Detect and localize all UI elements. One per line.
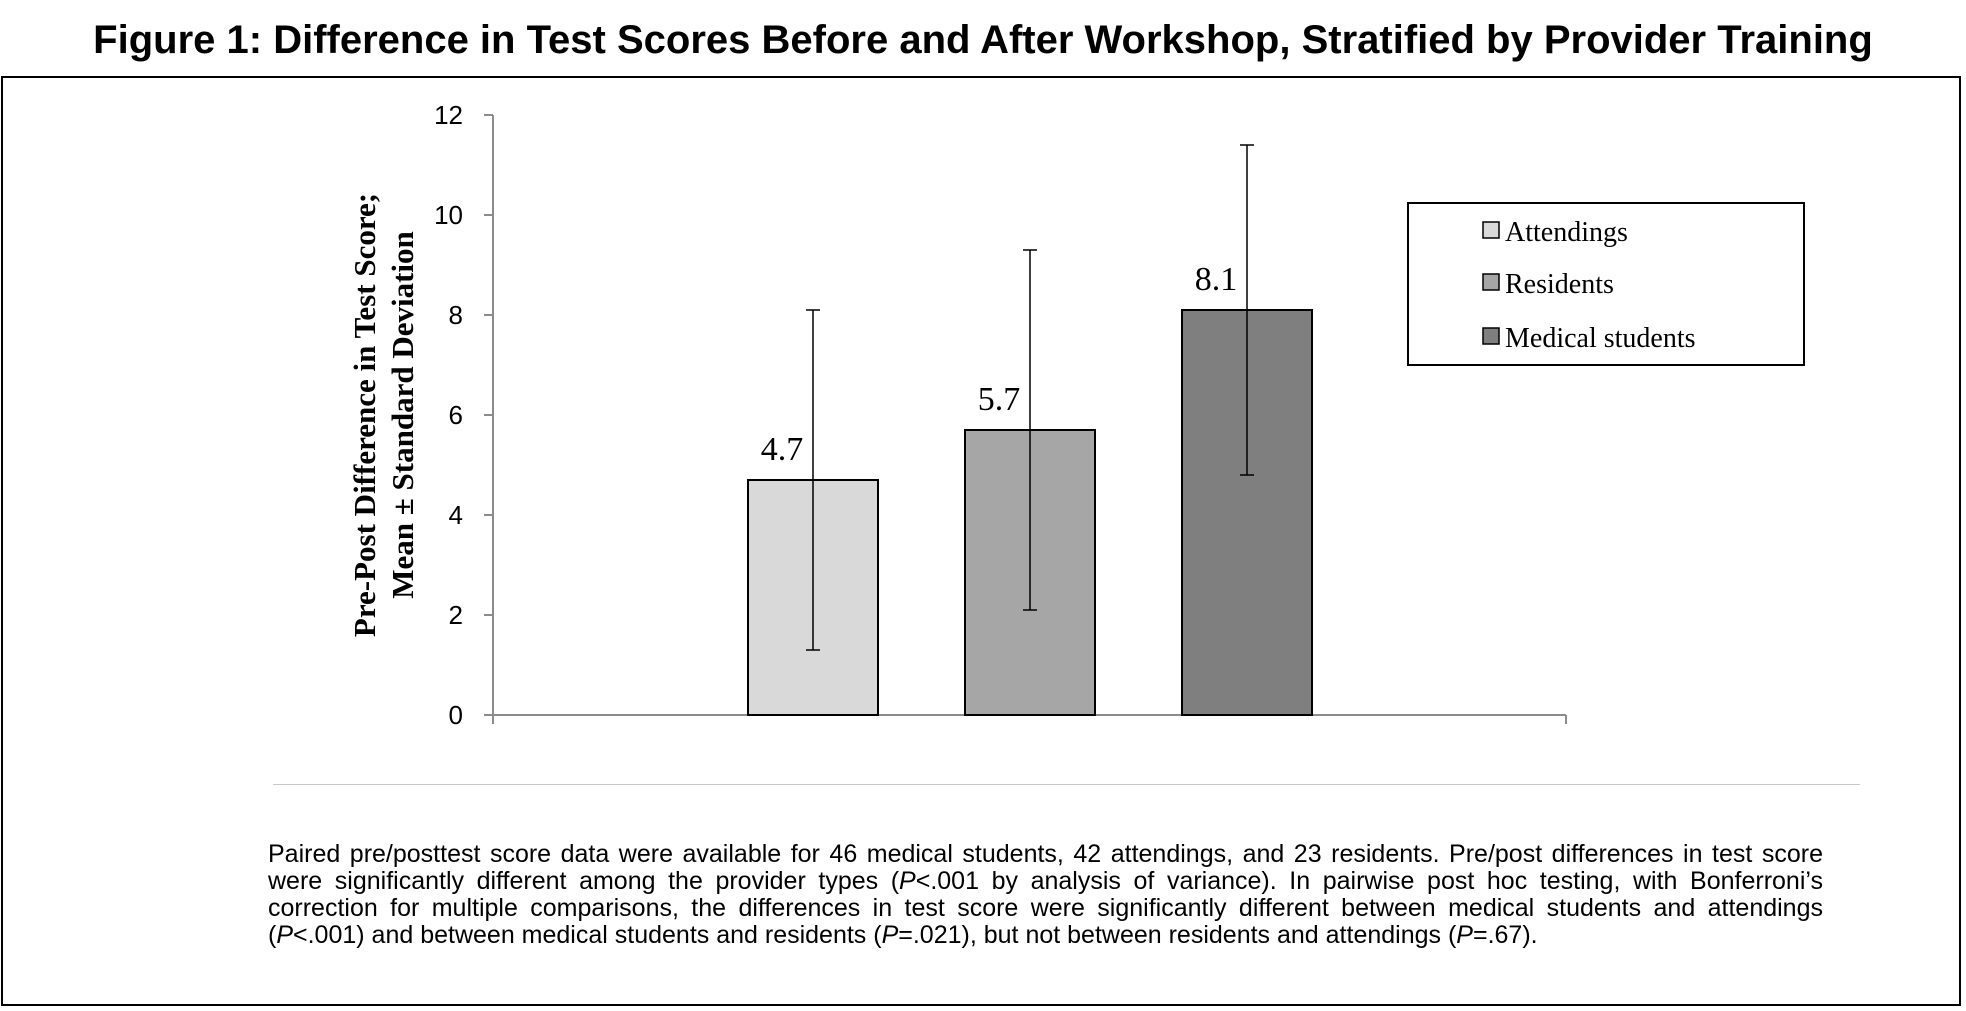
y-axis-label: Pre-Post Difference in Test Score;Mean ±… bbox=[347, 193, 420, 637]
y-tick-label: 2 bbox=[449, 600, 463, 630]
y-tick-label: 12 bbox=[434, 100, 463, 130]
x-axis bbox=[492, 714, 1567, 724]
legend-entry: Medical students bbox=[1505, 323, 1696, 354]
caption-divider bbox=[273, 784, 1860, 785]
legend-entry: Residents bbox=[1505, 269, 1614, 300]
y-tick-label: 10 bbox=[434, 200, 463, 230]
y-axis-title: Pre-Post Difference in Test Score;Mean ±… bbox=[347, 193, 420, 637]
y-tick-label: 0 bbox=[449, 700, 463, 730]
legend: Attendings Residents Medical students bbox=[1407, 202, 1805, 366]
y-axis-label-line: Mean ± Standard Deviation bbox=[385, 231, 420, 599]
data-label: 8.1 bbox=[1195, 261, 1238, 298]
figure-caption: Paired pre/posttest score data were avai… bbox=[268, 840, 1823, 949]
figure-title: Figure 1: Difference in Test Scores Befo… bbox=[93, 18, 1873, 62]
legend-swatch bbox=[1482, 327, 1500, 345]
y-axis-label-line: Pre-Post Difference in Test Score; bbox=[347, 193, 382, 637]
y-axis: 0 2 4 6 8 10 12 bbox=[434, 100, 494, 730]
y-tick-label: 8 bbox=[449, 300, 463, 330]
legend-swatch bbox=[1482, 221, 1500, 239]
y-tick-label: 4 bbox=[449, 500, 463, 530]
y-tick-label: 6 bbox=[449, 400, 463, 430]
legend-entry: Attendings bbox=[1505, 217, 1628, 248]
figure-frame bbox=[1, 76, 1961, 1006]
legend-swatch bbox=[1482, 273, 1500, 291]
data-labels: 4.7 5.7 8.1 bbox=[761, 261, 1238, 468]
error-bars bbox=[806, 144, 1254, 651]
data-label: 5.7 bbox=[978, 381, 1021, 418]
data-label: 4.7 bbox=[761, 431, 804, 468]
legend-box bbox=[1407, 202, 1805, 366]
